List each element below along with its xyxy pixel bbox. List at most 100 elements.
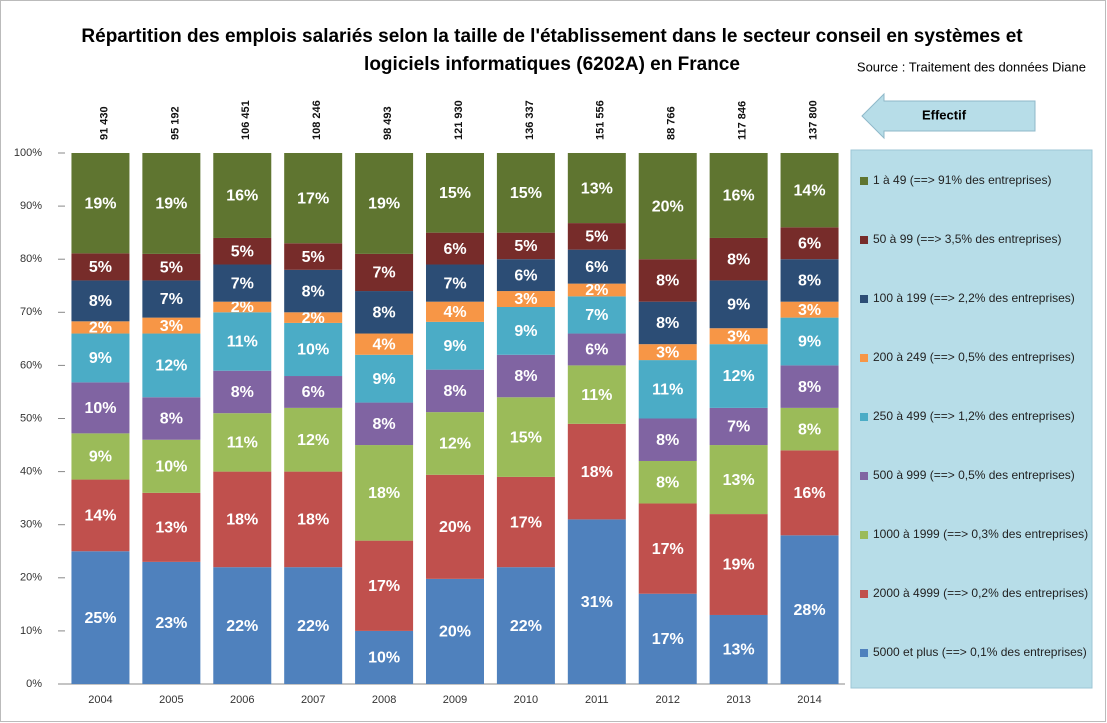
bar-segment: [426, 321, 484, 370]
data-label: 8%: [798, 379, 821, 396]
data-label: 6%: [585, 259, 608, 276]
effectif-label: 106 451: [240, 100, 252, 140]
bar-segment: [142, 280, 201, 318]
x-tick-label: 2005: [159, 694, 183, 706]
bar-segment: [638, 301, 697, 345]
data-label: 5%: [160, 259, 183, 276]
bar-segment: [284, 376, 343, 408]
data-label: 19%: [155, 196, 187, 213]
bar-segment: [780, 365, 839, 408]
bar-segment: [355, 630, 414, 684]
source-note: Source : Traitement des données Diane: [857, 59, 1086, 74]
bar-segment: [284, 153, 343, 244]
data-label: 20%: [439, 519, 471, 536]
data-label: 7%: [160, 291, 183, 308]
bar-segment: [284, 322, 343, 377]
data-label: 22%: [510, 618, 542, 635]
bar-segment: [355, 445, 414, 541]
x-tick-label: 2010: [514, 694, 538, 706]
data-label: 8%: [443, 383, 466, 400]
bar-segment: [780, 301, 839, 318]
x-tick-label: 2012: [655, 694, 679, 706]
x-tick-label: 2009: [443, 694, 467, 706]
bar-segment: [142, 492, 201, 562]
bar-segment: [496, 567, 555, 684]
data-label: 4%: [373, 336, 396, 353]
data-label: 17%: [297, 190, 329, 207]
bar-segment: [213, 237, 272, 265]
bar-segment: [567, 283, 626, 297]
effectif-label: 95 192: [169, 106, 181, 140]
data-label: 16%: [794, 485, 826, 502]
bar-segment: [213, 153, 272, 238]
data-label: 9%: [798, 334, 821, 351]
bar-segment: [142, 317, 201, 334]
bar-segment: [355, 253, 414, 292]
effectif-label: 121 930: [453, 100, 465, 140]
data-label: 6%: [798, 235, 821, 252]
data-label: 5%: [231, 243, 254, 260]
data-label: 3%: [514, 291, 537, 308]
data-label: 11%: [652, 382, 683, 399]
legend-label: 1000 à 1999 (==> 0,3% des entreprises): [873, 527, 1088, 541]
legend-label: 100 à 199 (==> 2,2% des entreprises): [873, 291, 1075, 305]
bar-segment: [355, 333, 414, 355]
data-label: 19%: [368, 196, 400, 213]
bar-segment: [567, 519, 626, 684]
bar-segment: [213, 413, 272, 472]
legend-panel: [850, 149, 1093, 689]
legend-swatch: [860, 413, 868, 421]
bar-segment: [142, 439, 201, 493]
data-label: 5%: [302, 249, 325, 266]
data-label: 9%: [727, 297, 750, 314]
data-label: 12%: [155, 358, 187, 375]
bar-segment: [71, 333, 130, 383]
y-tick-label: 10%: [20, 625, 42, 637]
bar-segment: [213, 312, 272, 371]
x-tick-label: 2008: [372, 694, 396, 706]
data-label: 9%: [443, 338, 466, 355]
bar-segment: [709, 153, 768, 238]
bar-segment: [638, 593, 697, 684]
bar-segment: [142, 253, 201, 281]
bar-segment: [426, 232, 484, 265]
data-label: 22%: [297, 618, 329, 635]
x-tick-label: 2014: [797, 694, 821, 706]
x-tick-label: 2006: [230, 694, 254, 706]
bar-segment: [780, 535, 839, 684]
data-label: 17%: [368, 578, 400, 595]
bar-segment: [780, 153, 839, 228]
data-label: 6%: [443, 241, 466, 258]
legend-label: 200 à 249 (==> 0,5% des entreprises): [873, 350, 1075, 364]
bar-segment: [567, 423, 626, 520]
bar-segment: [709, 280, 768, 329]
legend-label: 1 à 49 (==> 91% des entreprises): [873, 173, 1051, 187]
bar-segment: [426, 264, 484, 302]
data-label: 9%: [89, 449, 112, 466]
bar-segment: [780, 317, 839, 366]
data-label: 6%: [514, 267, 537, 284]
legend-label: 250 à 499 (==> 1,2% des entreprises): [873, 409, 1075, 423]
data-label: 2%: [89, 320, 112, 337]
bar-segment: [567, 296, 626, 334]
legend-swatch: [860, 649, 868, 657]
data-label: 10%: [297, 342, 329, 359]
data-label: 15%: [510, 429, 542, 446]
bar-segment: [567, 249, 626, 284]
chart-title: Répartition des emplois salariés selon l…: [81, 26, 1023, 47]
bar-segment: [496, 476, 555, 568]
data-label: 9%: [514, 323, 537, 340]
data-label: 16%: [226, 188, 258, 205]
bar-segment: [496, 259, 555, 292]
bar-segment: [567, 365, 626, 424]
legend-label: 500 à 999 (==> 0,5% des entreprises): [873, 468, 1075, 482]
bar-segment: [496, 291, 555, 307]
legend-label: 50 à 99 (==> 3,5% des entreprises): [873, 232, 1061, 246]
y-tick-label: 90%: [20, 200, 42, 212]
effectif-label: 88 766: [666, 106, 678, 140]
bar-segment: [496, 306, 555, 355]
legend-swatch: [860, 177, 868, 185]
bar-segment: [213, 370, 272, 414]
data-label: 8%: [89, 293, 112, 310]
